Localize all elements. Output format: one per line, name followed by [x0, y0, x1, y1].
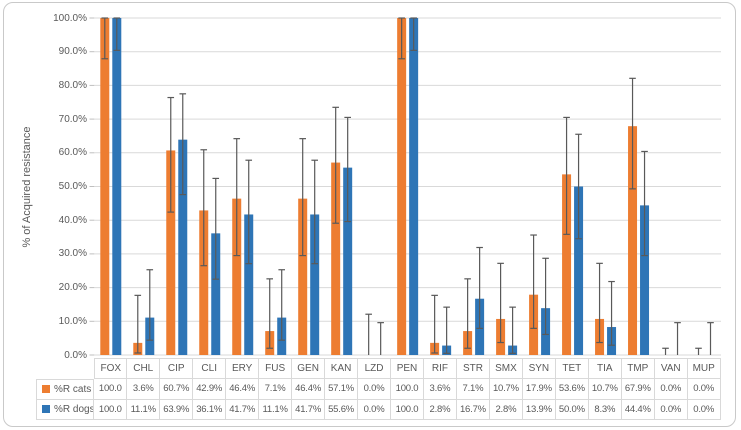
bar-cats-GEN — [298, 198, 308, 355]
bar-dogs-TET — [574, 186, 584, 355]
bar-dogs-TMP — [640, 205, 650, 355]
legend-cats: %R cats — [36, 378, 95, 400]
legend-label-cats: %R cats — [54, 383, 92, 395]
cell-dogs-RIF: 2.8% — [423, 399, 457, 421]
cell-cats-CIP: 60.7% — [160, 378, 194, 400]
y-tick-label: 70.0% — [58, 113, 87, 125]
bar-cats-TMP — [628, 126, 638, 355]
col-header-ERY: ERY — [226, 358, 260, 379]
bar-cats-ERY — [232, 198, 242, 355]
y-tick-label: 80.0% — [58, 79, 87, 91]
cell-dogs-VAN: 0.0% — [654, 399, 688, 421]
cell-dogs-KAN: 55.6% — [325, 399, 359, 421]
cell-cats-GEN: 46.4% — [292, 378, 326, 400]
col-header-FOX: FOX — [94, 358, 128, 379]
cell-cats-LZD: 0.0% — [358, 378, 392, 400]
legend-swatch-dogs — [42, 405, 50, 414]
cell-cats-PEN: 100.0 — [391, 378, 424, 400]
table-corner-blank — [36, 358, 94, 379]
cell-dogs-TET: 50.0% — [555, 399, 589, 421]
cell-dogs-CIP: 63.9% — [160, 399, 194, 421]
col-header-CLI: CLI — [193, 358, 227, 379]
cell-cats-TIA: 10.7% — [588, 378, 622, 400]
bar-dogs-CIP — [178, 139, 188, 355]
bar-cats-FOX — [100, 18, 110, 355]
y-tick-label: 100.0% — [53, 12, 87, 24]
bar-cats-PEN — [397, 18, 407, 355]
cell-dogs-FUS: 11.1% — [259, 399, 293, 421]
cell-cats-KAN: 57.1% — [325, 378, 359, 400]
cell-cats-CLI: 42.9% — [193, 378, 227, 400]
cell-dogs-GEN: 41.7% — [292, 399, 326, 421]
cell-cats-RIF: 3.6% — [423, 378, 457, 400]
col-header-FUS: FUS — [259, 358, 293, 379]
cell-dogs-ERY: 41.7% — [226, 399, 260, 421]
cell-cats-FOX: 100.0 — [94, 378, 128, 400]
bar-cats-TET — [562, 174, 572, 355]
cell-cats-STR: 7.1% — [456, 378, 490, 400]
y-tick-label: 20.0% — [58, 282, 87, 294]
cell-dogs-TMP: 44.4% — [621, 399, 655, 421]
col-header-MUP: MUP — [687, 358, 721, 379]
cell-cats-VAN: 0.0% — [654, 378, 688, 400]
bar-dogs-PEN — [409, 18, 419, 355]
y-tick-label: 90.0% — [58, 46, 87, 58]
cell-cats-FUS: 7.1% — [259, 378, 293, 400]
cell-dogs-STR: 16.7% — [456, 399, 490, 421]
bar-dogs-KAN — [343, 167, 353, 355]
y-tick-label: 40.0% — [58, 214, 87, 226]
col-header-VAN: VAN — [654, 358, 688, 379]
col-header-KAN: KAN — [325, 358, 359, 379]
bar-cats-CLI — [199, 210, 209, 355]
cell-dogs-CLI: 36.1% — [193, 399, 227, 421]
col-header-LZD: LZD — [358, 358, 392, 379]
bar-cats-KAN — [331, 162, 341, 355]
col-header-TMP: TMP — [621, 358, 655, 379]
bar-cats-CIP — [166, 150, 176, 355]
legend-dogs: %R dogs — [36, 399, 95, 421]
legend-label-dogs: %R dogs — [54, 403, 95, 415]
cell-dogs-SMX: 2.8% — [489, 399, 523, 421]
col-header-STR: STR — [456, 358, 490, 379]
bar-dogs-FOX — [112, 18, 122, 355]
col-header-CIP: CIP — [160, 358, 194, 379]
y-tick-label: 60.0% — [58, 147, 87, 159]
cell-cats-ERY: 46.4% — [226, 378, 260, 400]
y-tick-label: 0.0% — [64, 349, 87, 361]
y-tick-label: 50.0% — [58, 181, 87, 192]
cell-dogs-SYN: 13.9% — [522, 399, 556, 421]
cell-cats-SMX: 10.7% — [489, 378, 523, 400]
figure-border — [3, 2, 736, 427]
cell-cats-TMP: 67.9% — [621, 378, 655, 400]
bar-dogs-GEN — [310, 214, 320, 355]
cell-cats-SYN: 17.9% — [522, 378, 556, 400]
col-header-RIF: RIF — [423, 358, 457, 379]
col-header-TET: TET — [555, 358, 589, 379]
data-table: FOX CHL CIP CLI ERY FUS GEN KAN LZD PEN RIF STR SMX S… — [36, 358, 721, 421]
cell-cats-MUP: 0.0% — [687, 378, 721, 400]
legend-swatch-cats — [42, 385, 50, 394]
y-tick-label: 10.0% — [58, 315, 87, 327]
col-header-PEN: PEN — [391, 358, 424, 379]
y-tick-label: 30.0% — [58, 248, 87, 260]
cell-dogs-FOX: 100.0 — [94, 399, 128, 421]
cell-dogs-LZD: 0.0% — [358, 399, 392, 421]
cell-cats-TET: 53.6% — [555, 378, 589, 400]
col-header-TIA: TIA — [588, 358, 622, 379]
cell-dogs-PEN: 100.0 — [391, 399, 424, 421]
cell-dogs-TIA: 8.3% — [588, 399, 622, 421]
bar-dogs-CLI — [211, 233, 221, 355]
col-header-CHL: CHL — [127, 358, 161, 379]
cell-cats-CHL: 3.6% — [127, 378, 161, 400]
bar-dogs-ERY — [244, 214, 254, 355]
cell-dogs-CHL: 11.1% — [127, 399, 161, 421]
cell-dogs-MUP: 0.0% — [687, 399, 721, 421]
col-header-GEN: GEN — [292, 358, 326, 379]
col-header-SMX: SMX — [489, 358, 523, 379]
col-header-SYN: SYN — [522, 358, 556, 379]
